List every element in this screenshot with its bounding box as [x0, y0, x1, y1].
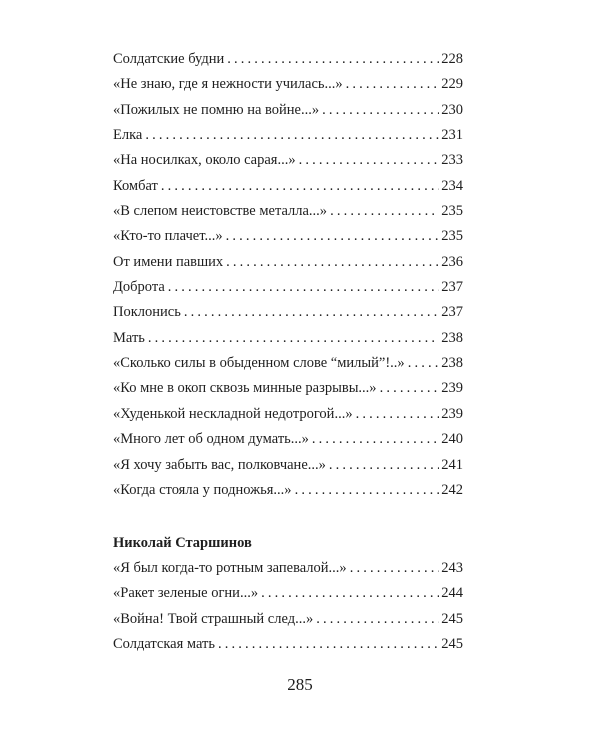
dot-leader	[322, 102, 439, 119]
entry-title: «Я был когда-то ротным запевалой...»	[113, 560, 347, 576]
toc-entry: «Худенькой нескладной недотрогой...» 239	[113, 406, 463, 431]
dot-leader	[350, 560, 440, 577]
dot-leader	[227, 51, 439, 68]
entry-page: 236	[441, 253, 463, 270]
entry-title: «Я хочу забыть вас, полковчане...»	[113, 456, 326, 473]
entry-page: 245	[441, 610, 463, 627]
dot-leader	[184, 304, 439, 321]
toc-entry: Елка 231	[113, 127, 463, 152]
toc-entry: Комбат 234	[113, 178, 463, 203]
dot-leader	[261, 585, 439, 602]
entry-page: 228	[441, 51, 463, 67]
entry-title: Елка	[113, 127, 143, 144]
page-number: 285	[287, 675, 313, 694]
dot-leader	[161, 178, 439, 195]
entry-title: От имени павших	[113, 253, 224, 270]
entry-page: 238	[441, 355, 463, 372]
entry-title: «Когда стояла у подножья...»	[113, 481, 292, 498]
entry-title: «Не знаю, где я нежности училась...»	[113, 76, 343, 93]
toc-entry: «Я хочу забыть вас, полковчане...» 241	[113, 457, 463, 482]
entry-title: «Пожилых не помню на войне...»	[113, 101, 320, 118]
entry-page: 231	[441, 127, 463, 144]
toc-entry: «Когда стояла у подножья...» 242	[113, 482, 463, 507]
dot-leader	[346, 76, 440, 93]
toc-entry: «Пожилых не помню на войне...» 230	[113, 102, 463, 127]
entry-page: 235	[441, 203, 463, 220]
toc-entry: «Много лет об одном думать...» 240	[113, 431, 463, 456]
toc-entry: «Кто-то плачет...» 235	[113, 228, 463, 253]
toc-entry: Солдатская мать 245	[113, 636, 463, 661]
dot-leader	[299, 152, 440, 169]
toc-entry: Солдатские будни 228	[113, 51, 463, 76]
dot-leader	[312, 431, 439, 448]
dot-leader	[226, 254, 439, 271]
toc-entry: Поклонись 237	[113, 304, 463, 329]
toc-entry: Мать 238	[113, 330, 463, 355]
toc-entry: «Я был когда-то ротным запевалой...» 243	[113, 560, 463, 585]
entry-title: Солдатская мать	[113, 636, 215, 653]
toc-entry: От имени павших 236	[113, 254, 463, 279]
entry-page: 239	[441, 380, 463, 397]
entry-page: 243	[441, 560, 463, 576]
entry-title: «В слепом неистовстве металла...»	[113, 203, 328, 220]
dot-leader	[380, 380, 440, 397]
entry-page: 235	[441, 228, 463, 245]
entry-title: «Много лет об одном думать...»	[113, 431, 309, 448]
entry-title: «На носилках, около сарая...»	[113, 152, 296, 169]
entry-title: Поклонись	[113, 304, 181, 321]
entry-page: 237	[441, 279, 463, 296]
dot-leader	[145, 127, 439, 144]
entry-page: 234	[441, 177, 463, 194]
dot-leader	[218, 636, 439, 653]
entry-title: Мать	[113, 329, 145, 346]
dot-leader	[168, 279, 439, 296]
entry-title: Солдатские будни	[113, 51, 225, 67]
entry-title: Комбат	[113, 177, 158, 194]
entry-page: 239	[441, 405, 463, 422]
entry-title: «Сколько силы в обыденном слове “милый”!…	[113, 355, 405, 372]
entry-page: 230	[441, 101, 463, 118]
dot-leader	[226, 228, 440, 245]
entry-page: 229	[441, 76, 463, 93]
entry-page: 242	[441, 481, 463, 498]
toc-entry: «На носилках, около сарая...» 233	[113, 152, 463, 177]
dot-leader	[330, 203, 439, 220]
entry-page: 238	[441, 329, 463, 346]
entry-title: «Война! Твой страшный след...»	[113, 610, 314, 627]
author-toc-list: «Я был когда-то ротным запевалой...»243«…	[113, 560, 463, 661]
entry-title: «Ракет зеленые огни...»	[113, 585, 259, 602]
toc-entry: «Ракет зеленые огни...» 244	[113, 585, 463, 610]
toc-entry: «Война! Твой страшный след...» 245	[113, 611, 463, 636]
entry-page: 244	[441, 585, 463, 602]
dot-leader	[356, 406, 440, 423]
author-section: Николай Старшинов «Я был когда-то ротным…	[113, 535, 463, 661]
dot-leader	[316, 611, 439, 628]
toc-entry: «В слепом неистовстве металла...» 235	[113, 203, 463, 228]
toc-entry: Доброта 237	[113, 279, 463, 304]
toc-list: Солдатские будни 228 «Не знаю, где я нежно…	[113, 51, 463, 507]
toc-entry: «Ко мне в окоп сквозь минные разрывы...»…	[113, 380, 463, 405]
entry-page: 245	[441, 636, 463, 653]
dot-leader	[329, 457, 439, 474]
entry-page: 237	[441, 304, 463, 321]
author-heading: Николай Старшинов	[113, 535, 252, 551]
entry-page: 240	[441, 431, 463, 448]
entry-title: «Ко мне в окоп сквозь минные разрывы...»	[113, 380, 377, 397]
entry-title: «Худенькой нескладной недотрогой...»	[113, 405, 353, 422]
toc-entry: «Сколько силы в обыденном слове “милый”!…	[113, 355, 463, 380]
toc-entry: «Не знаю, где я нежности училась...» 229	[113, 76, 463, 101]
dot-leader	[295, 482, 440, 499]
dot-leader	[408, 355, 440, 372]
entry-page: 241	[441, 456, 463, 473]
entry-title: «Кто-то плачет...»	[113, 228, 223, 245]
dot-leader	[148, 330, 439, 347]
entry-page: 233	[441, 152, 463, 169]
entry-title: Доброта	[113, 279, 165, 296]
